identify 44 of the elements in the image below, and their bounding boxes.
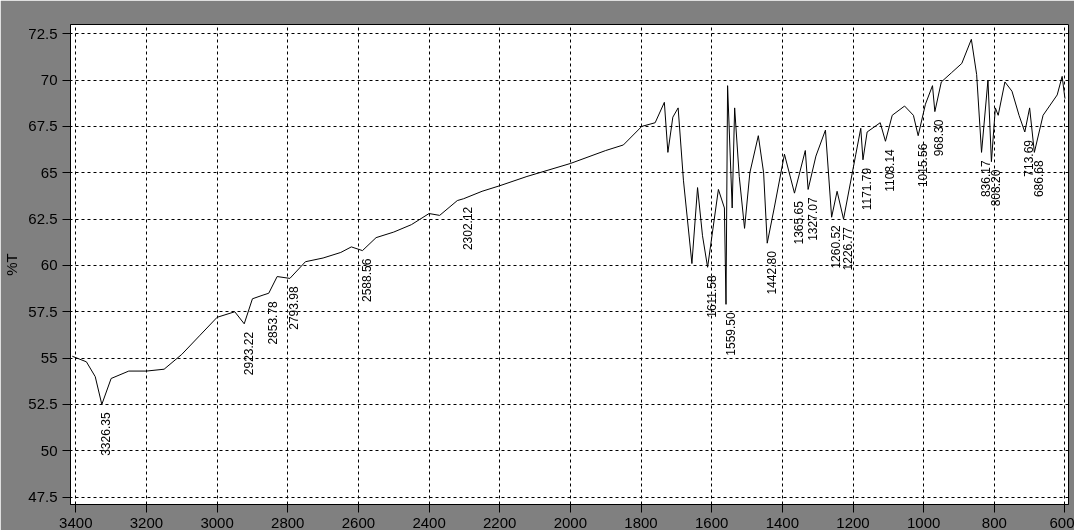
y-axis-title: %T: [3, 253, 21, 276]
x-tick-label: 800: [981, 513, 1007, 530]
x-tick-label: 3000: [200, 513, 234, 530]
x-tick-label: 600: [1049, 513, 1074, 530]
annotation: 1171.79: [860, 167, 875, 211]
annotation: 1015.56: [915, 143, 930, 188]
x-tick-label: 1000: [906, 513, 941, 530]
annotation: 1226.77: [841, 226, 856, 271]
y-tick-label: 62.5: [28, 210, 58, 228]
annotation: 2302.12: [461, 206, 476, 251]
x-tick-label: 1400: [765, 513, 800, 530]
annotation: 2923.22: [241, 331, 256, 376]
annotation: 2793.98: [287, 286, 302, 330]
annotation: 1260.52: [829, 224, 844, 269]
x-tick-label: 2800: [271, 513, 305, 530]
x-tick-label: 2200: [483, 513, 517, 530]
annotation: 1327.07: [805, 197, 820, 241]
x-tick-label: 1200: [836, 513, 870, 530]
y-tick-label: 57.5: [28, 302, 58, 320]
x-tick-label: 1600: [695, 513, 729, 530]
annotation: 2853.78: [266, 300, 281, 345]
annotation: 1442.80: [764, 250, 779, 295]
annotation: 1108.14: [882, 148, 897, 192]
x-tick-label: 2000: [553, 513, 588, 530]
x-tick-label: 1800: [624, 513, 658, 530]
annotation: 1611.58: [705, 274, 720, 318]
annotation: 2588.56: [359, 258, 374, 302]
y-tick-label: 67.5: [28, 117, 58, 135]
x-tick-label: 2600: [341, 513, 376, 530]
y-tick-label: 60: [40, 256, 58, 274]
x-tick-label: 3400: [59, 513, 93, 530]
y-tick-label: 50: [40, 441, 58, 459]
y-tick-label: 72.5: [28, 24, 58, 42]
annotation: 1559.50: [723, 312, 738, 356]
x-tick-label: 3200: [129, 513, 164, 530]
y-tick-label: 47.5: [28, 488, 58, 506]
y-tick-label: 70: [40, 71, 58, 89]
y-tick-label: 55: [40, 349, 58, 367]
x-tick-label: 2400: [412, 513, 446, 530]
y-tick-label: 52.5: [28, 395, 58, 413]
annotation: 3326.35: [99, 412, 114, 456]
annotation: 968.30: [932, 119, 947, 157]
annotation: 1365.65: [791, 200, 806, 245]
y-tick-label: 65: [40, 163, 58, 181]
